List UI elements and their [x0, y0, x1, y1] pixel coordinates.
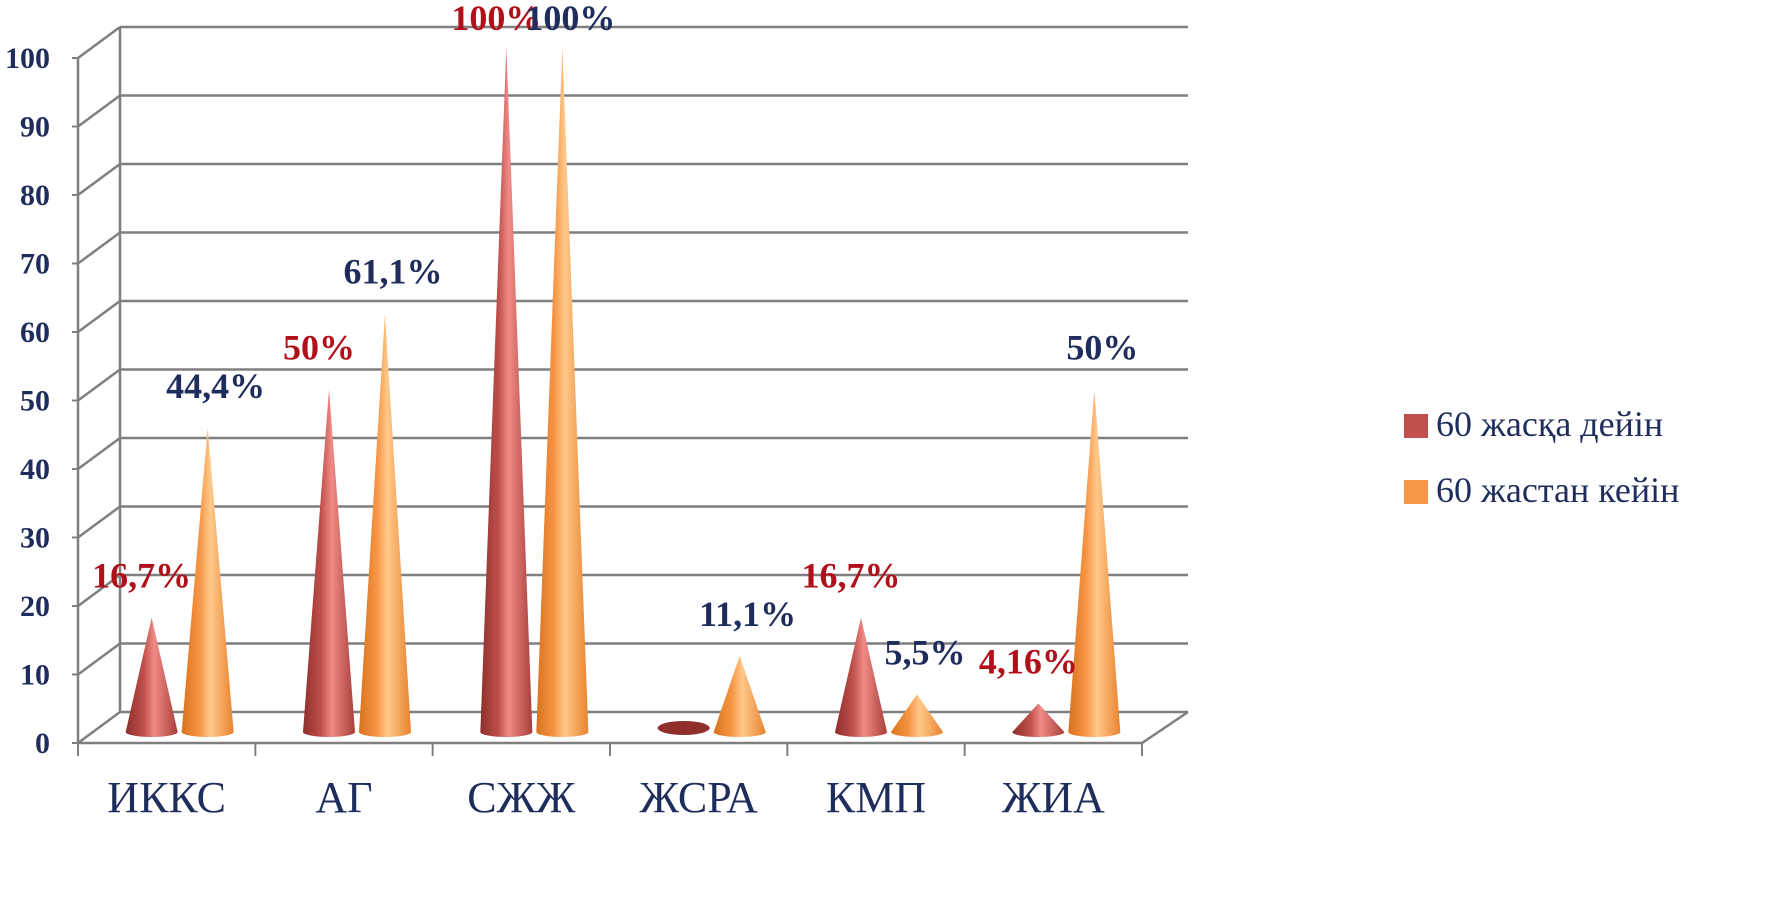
cone-bar	[303, 389, 355, 737]
y-tick-label: 40	[20, 453, 50, 486]
data-label: 16,7%	[802, 556, 901, 596]
y-tick-label: 90	[20, 111, 50, 144]
data-label: 11,1%	[699, 594, 796, 634]
y-tick-label: 0	[35, 727, 50, 760]
data-label: 100%	[451, 0, 541, 38]
cone-bar	[125, 617, 178, 738]
gridline-side	[77, 299, 121, 334]
legend-label: 60 жасқа дейін	[1436, 404, 1663, 444]
legend-label: 60 жастан кейін	[1436, 470, 1679, 510]
data-label: 4,16%	[979, 642, 1078, 682]
y-tick-label: 20	[20, 590, 50, 623]
y-tick-label: 10	[20, 659, 50, 692]
data-labels: 16,7% 50% 100% 16,7% 4,16% 44,4% 61,1% 100% 11,1…	[92, 0, 1138, 682]
cone-bar	[1068, 389, 1121, 738]
gridline-side	[77, 231, 121, 265]
category-label: ЖИА	[1002, 773, 1105, 822]
cone-base-flat	[657, 721, 710, 735]
y-tick-label: 60	[20, 316, 50, 349]
category-label: СЖЖ	[467, 773, 576, 822]
legend-swatch	[1404, 480, 1428, 504]
y-tick-label: 100	[5, 42, 50, 75]
data-label: 44,4%	[166, 366, 265, 406]
y-tick-labels: 0 10 20 30 40 50 60 70 80 90 100	[5, 42, 50, 760]
category-label: АГ	[315, 773, 372, 822]
floor-right-edge	[1141, 710, 1189, 745]
data-label: 16,7%	[92, 556, 191, 596]
cone-bars	[125, 47, 1121, 738]
y-tick-label: 50	[20, 385, 50, 418]
category-label: ЖСРА	[640, 773, 759, 822]
legend: 60 жасқа дейін 60 жастан кейін	[1404, 404, 1679, 510]
gridline-side	[77, 573, 121, 608]
data-label: 50%	[1066, 328, 1138, 368]
legend-swatch	[1404, 414, 1428, 438]
data-label: 100%	[525, 0, 615, 38]
cone-bar	[891, 694, 943, 737]
cone-bar	[1012, 703, 1065, 737]
cone-bar	[536, 47, 589, 738]
gridline-side	[77, 94, 121, 128]
gridline-side	[77, 162, 121, 197]
gridline-side	[77, 436, 121, 471]
gridline-side	[77, 710, 121, 745]
category-labels: ИККС АГ СЖЖ ЖСРА КМП ЖИА	[107, 773, 1105, 822]
gridline-side	[77, 368, 121, 402]
data-label: 5,5%	[885, 632, 966, 672]
y-tick-label: 80	[20, 179, 50, 212]
category-label: КМП	[826, 773, 926, 822]
gridline-side	[77, 505, 121, 539]
cone-bar	[835, 617, 887, 737]
y-tick-label: 70	[20, 248, 50, 281]
cone-bar	[359, 313, 411, 737]
data-label: 61,1%	[344, 251, 443, 291]
y-tick-label: 30	[20, 522, 50, 555]
data-label: 50%	[283, 328, 355, 368]
gridlines	[77, 25, 1188, 745]
gridline-side	[77, 642, 121, 676]
cone-bar	[713, 655, 766, 738]
category-label: ИККС	[107, 773, 226, 822]
axes	[72, 27, 1189, 756]
cone-bar	[480, 47, 533, 738]
gridline-side	[77, 25, 121, 60]
cone-bar	[181, 427, 234, 738]
